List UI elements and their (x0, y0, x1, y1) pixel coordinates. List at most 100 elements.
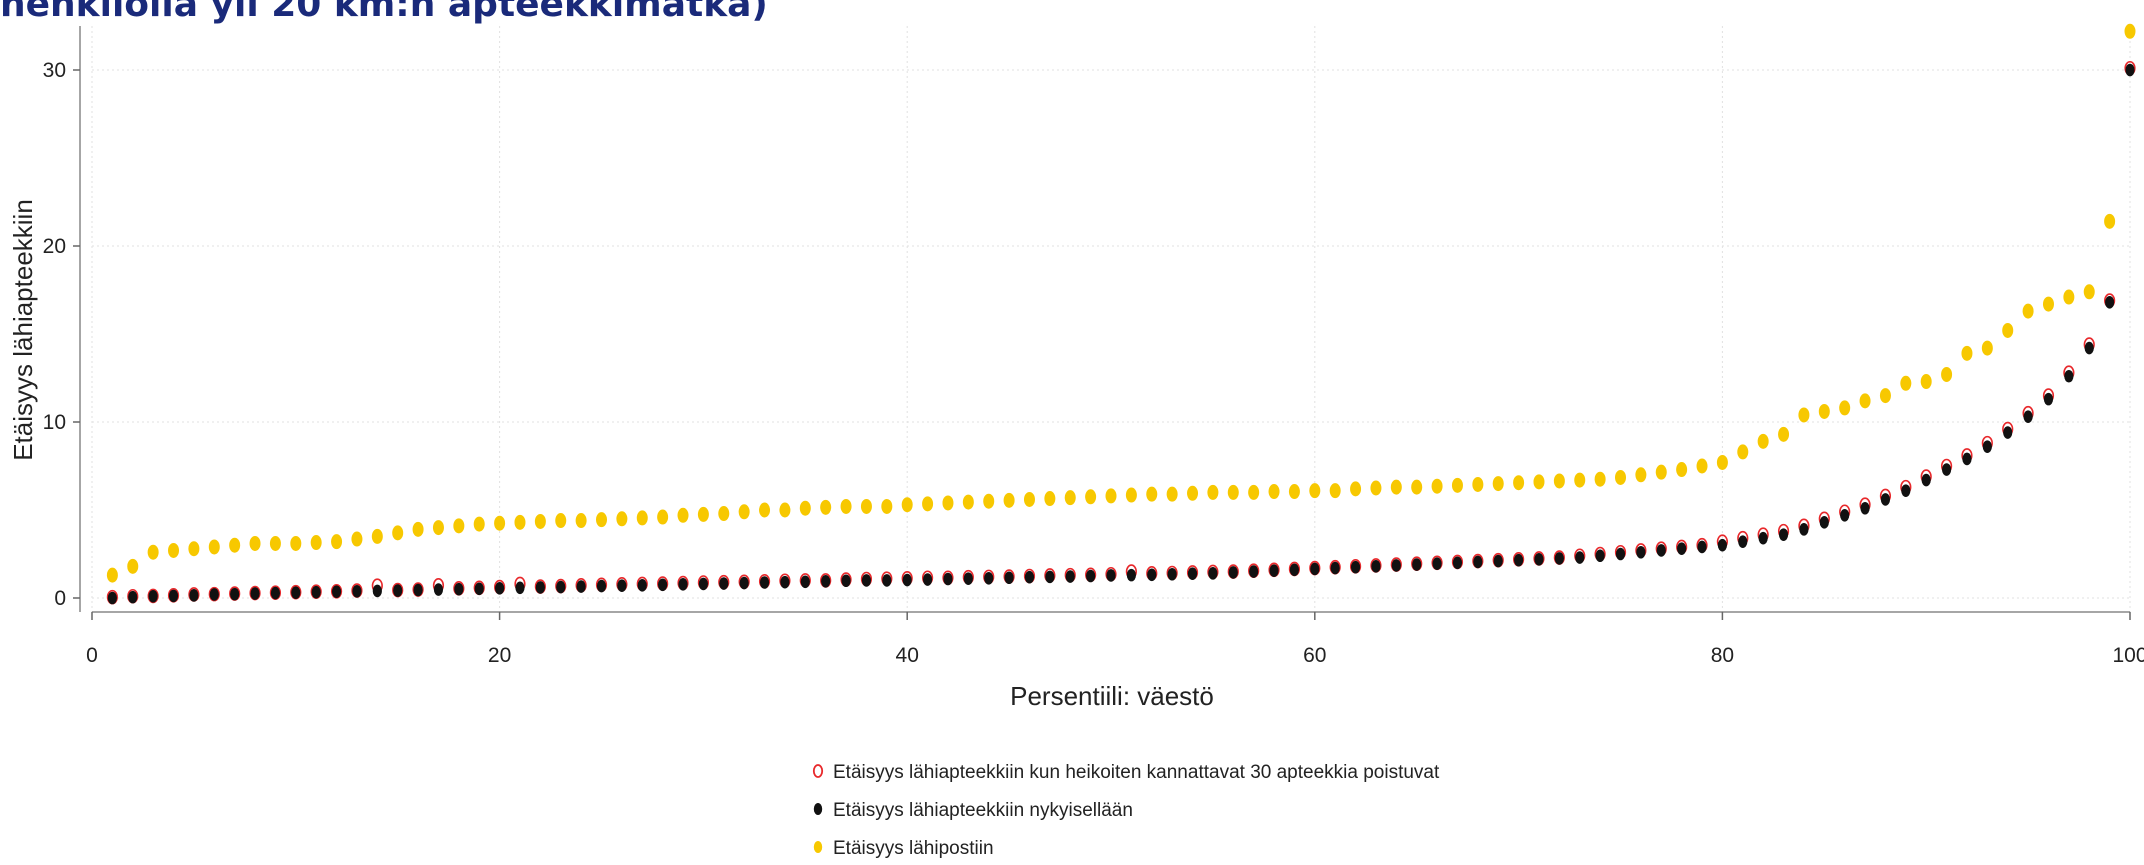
current-point (1310, 562, 1320, 576)
current-point (128, 590, 138, 604)
legend-marker (813, 841, 823, 853)
current-point (1391, 559, 1401, 572)
post-point (2002, 322, 2014, 338)
current-point (943, 572, 953, 586)
current-point (1493, 554, 1503, 568)
post-point (2063, 289, 2075, 305)
post-point (1248, 484, 1260, 500)
current-point (1371, 560, 1381, 573)
current-point (1901, 484, 1911, 497)
current-point (352, 585, 362, 598)
post-point (127, 558, 139, 574)
post-point (2104, 213, 2116, 229)
current-point (1738, 535, 1748, 548)
current-point (1595, 549, 1605, 563)
post-point (1798, 407, 1810, 423)
current-point (1187, 567, 1198, 581)
legend-label: Etäisyys lähipostiin (833, 838, 994, 859)
current-point (1065, 570, 1075, 583)
current-point (2023, 410, 2033, 424)
post-point (1900, 375, 1912, 391)
post-point (657, 509, 669, 525)
post-point (147, 544, 159, 560)
current-point (1473, 555, 1483, 569)
current-point (107, 591, 117, 605)
x-tick-label: 60 (1303, 644, 1326, 667)
current-point (1147, 568, 1157, 582)
post-point (310, 535, 322, 551)
post-point (1737, 444, 1749, 460)
post-point (1818, 403, 1830, 419)
post-point (636, 510, 648, 526)
post-point (942, 495, 954, 511)
post-point (922, 496, 934, 512)
current-point (1615, 547, 1626, 561)
post-point (575, 513, 587, 529)
y-axis-title: Etäisyys lähiapteekkiin (8, 199, 38, 461)
current-point (1167, 567, 1177, 581)
current-point (759, 576, 770, 589)
y-tick-label: 0 (54, 587, 66, 610)
current-point (719, 577, 729, 590)
post-point (534, 513, 546, 529)
x-tick-label: 0 (86, 644, 98, 667)
post-point (1594, 471, 1606, 487)
post-point (555, 513, 567, 529)
post-point (1207, 484, 1219, 500)
post-point (1839, 400, 1851, 416)
x-tick-label: 40 (896, 644, 919, 667)
current-point (556, 580, 566, 594)
post-point (759, 502, 771, 518)
y-tick-label: 20 (43, 235, 66, 258)
post-point (901, 497, 913, 513)
post-point (1676, 462, 1688, 478)
legend-label: Etäisyys lähiapteekkiin kun heikoiten ka… (833, 762, 1440, 783)
current-point (209, 588, 219, 601)
post-point (1778, 426, 1790, 442)
y-tick-label: 30 (43, 59, 66, 82)
post-point (616, 511, 628, 527)
current-point (596, 579, 607, 593)
current-point (1330, 561, 1340, 575)
current-point (230, 587, 240, 601)
current-point (2003, 426, 2013, 439)
current-point (311, 585, 321, 599)
post-point (1553, 473, 1565, 489)
post-point (1085, 489, 1097, 505)
post-point (983, 493, 995, 509)
current-point (331, 585, 342, 598)
post-point (1757, 433, 1769, 449)
current-point (1636, 545, 1646, 559)
current-point (841, 574, 851, 588)
x-tick-label: 20 (488, 644, 511, 667)
post-point (1574, 472, 1586, 488)
current-point (2084, 341, 2094, 355)
post-point (1044, 491, 1056, 507)
post-point (2042, 296, 2054, 312)
post-point (168, 542, 180, 558)
post-point (677, 507, 689, 523)
current-point (1432, 557, 1442, 570)
current-point (902, 573, 912, 587)
post-point (1411, 479, 1423, 495)
current-point (189, 589, 199, 602)
current-point (1982, 440, 1992, 453)
post-point (1859, 393, 1871, 409)
post-point (1105, 488, 1117, 504)
legend-marker (812, 764, 824, 778)
current-point (1962, 452, 1972, 466)
post-point (962, 494, 974, 510)
current-point (882, 574, 892, 587)
current-point (1656, 544, 1666, 557)
current-point (1534, 552, 1544, 566)
current-point (963, 572, 973, 585)
post-point (432, 520, 444, 536)
post-point (1533, 474, 1545, 490)
post-point (1696, 458, 1708, 474)
post-point (473, 516, 485, 532)
post-point (799, 500, 811, 516)
post-point (1635, 467, 1647, 483)
current-point (637, 579, 647, 592)
current-point (1350, 560, 1361, 574)
current-point (1106, 569, 1116, 582)
